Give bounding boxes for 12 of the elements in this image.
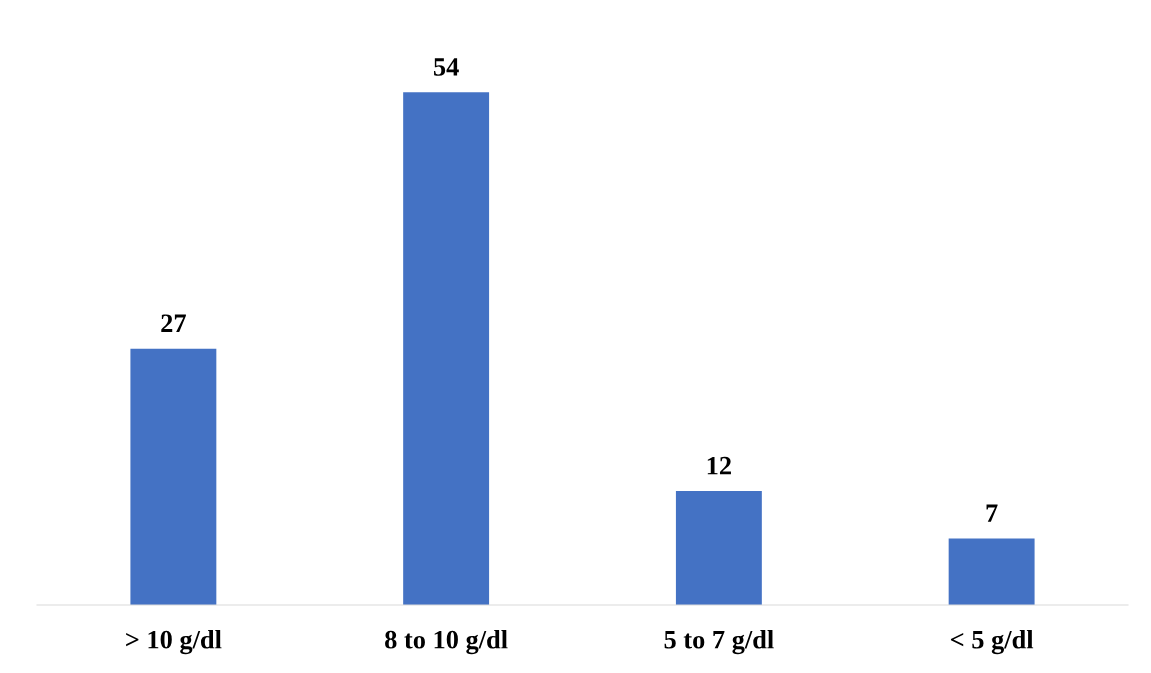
bar [403, 92, 490, 605]
x-tick-label: 5 to 7 g/dl [664, 630, 774, 655]
bar [130, 348, 217, 605]
bar [675, 491, 762, 605]
x-tick-label: < 5 g/dl [950, 630, 1034, 655]
bar [948, 538, 1035, 605]
x-tick-label: 8 to 10 g/dl [385, 630, 508, 655]
data-label: 27 [161, 314, 186, 332]
x-tick-label: > 10 g/dl [126, 630, 222, 655]
data-label: 54 [433, 58, 459, 76]
data-label: 12 [707, 456, 731, 475]
data-label: 7 [986, 504, 998, 522]
